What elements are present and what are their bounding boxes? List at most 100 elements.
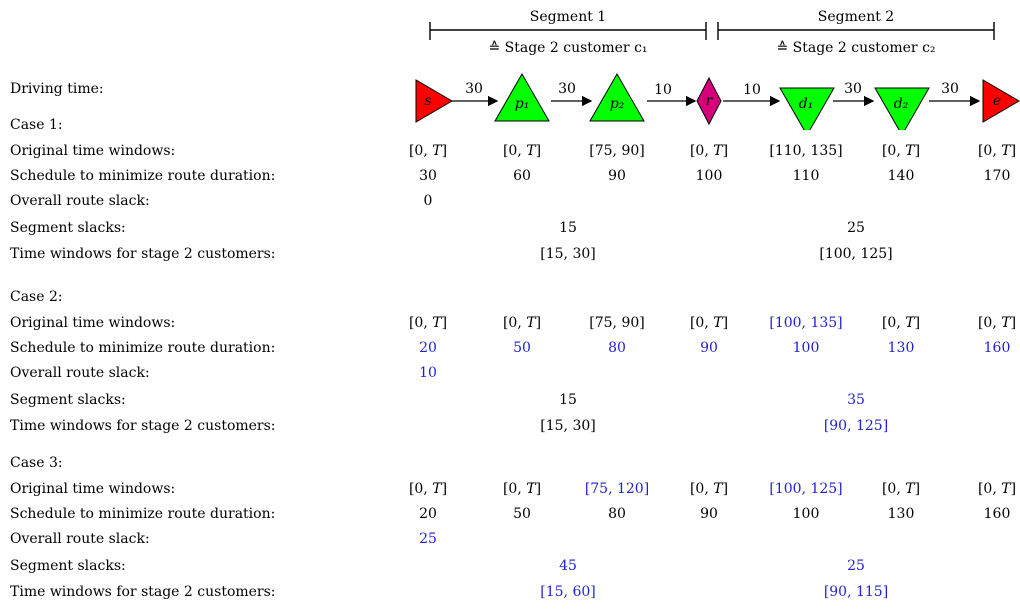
case-2-sched-label: Schedule to minimize route duration: [10,340,276,356]
edge-label-r-d1: 10 [743,82,761,98]
case-3-seg-label: Segment slacks: [10,558,126,574]
node-label-d1: d₁ [798,96,814,112]
case-1-sched-cell: 170 [983,168,1011,184]
case-2-tw-label: Original time windows: [10,315,176,331]
case-1-stage2-label: Time windows for stage 2 customers: [10,246,276,262]
case-3-overall-label: Overall route slack: [10,531,150,547]
edge-label-d2-e: 30 [941,81,959,97]
segment-2-bracket [717,22,995,40]
case-1-tw-cell: [0, T] [977,143,1017,159]
route-diagram [415,22,1020,130]
node-s [415,79,453,123]
segment-2-subtitle: ≙ Stage 2 customer c₂ [776,40,936,56]
case-3-tw-cell: [75, 120] [584,481,650,497]
case-2-sched-cell: 160 [983,340,1011,356]
case-2-tw-cell: [0, T] [502,315,542,331]
case-2-stage2-window-2: [90, 125] [823,418,889,434]
case-2-tw-cell: [75, 90] [589,315,645,331]
node-e [982,79,1020,123]
case-1-sched-cell: 140 [887,168,915,184]
node-label-p2: p₂ [609,96,625,112]
case-3-sched-label: Schedule to minimize route duration: [10,506,276,522]
case-2-tw-cell: [100, 135] [769,315,843,331]
edge-label-p1-p2: 30 [558,81,576,97]
edge-label-s-p1: 30 [465,81,483,97]
segment-1-bracket [429,22,707,40]
case-2-tw-cell: [0, T] [689,315,729,331]
case-1-sched-label: Schedule to minimize route duration: [10,168,276,184]
case-1-sched-cell: 90 [608,168,626,184]
case-3-title: Case 3: [10,455,63,471]
case-3-tw-cell: [0, T] [502,481,542,497]
case-1-tw-label: Original time windows: [10,143,176,159]
case-3-stage2-window-2: [90, 115] [823,584,889,600]
case-1-tw-cell: [75, 90] [589,143,645,159]
case-2-sched-cell: 100 [792,340,820,356]
case-1-tw-cell: [0, T] [881,143,921,159]
case-2-sched-cell: 90 [700,340,718,356]
case-3-sched-cell: 160 [983,506,1011,522]
case-3-tw-cell: [100, 125] [769,481,843,497]
case-1-tw-cell: [110, 135] [769,143,843,159]
case-3-tw-cell: [0, T] [408,481,448,497]
case-3-sched-cell: 50 [513,506,531,522]
case-3-sched-cell: 100 [792,506,820,522]
node-label-r: r [705,93,713,109]
case-2-tw-cell: [0, T] [977,315,1017,331]
case-3-tw-label: Original time windows: [10,481,176,497]
case-3-sched-cell: 80 [608,506,626,522]
edge-label-d1-d2: 30 [844,81,862,97]
segment-1-subtitle: ≙ Stage 2 customer c₁ [488,40,648,56]
case-1-tw-cell: [0, T] [502,143,542,159]
segment-2-title: Segment 2 [817,9,895,25]
case-1-overall-label: Overall route slack: [10,193,150,209]
node-p1 [494,72,550,122]
case-1-sched-cell: 110 [792,168,820,184]
case-3-sched-cell: 130 [887,506,915,522]
case-3-stage2-window-1: [15, 60] [540,584,596,600]
case-2-title: Case 2: [10,289,63,305]
case-1-sched-cell: 30 [419,168,437,184]
case-2-overall-value: 10 [419,365,437,381]
case-1-seg-slack-1: 15 [559,220,577,236]
case-2-tw-cell: [0, T] [408,315,448,331]
node-label-d2: d₂ [893,96,909,112]
node-p2 [589,72,645,122]
case-2-sched-cell: 50 [513,340,531,356]
case-2-sched-cell: 20 [419,340,437,356]
case-2-sched-cell: 80 [608,340,626,356]
case-2-stage2-label: Time windows for stage 2 customers: [10,418,276,434]
node-r [696,76,722,126]
node-label-e: e [992,93,1002,109]
node-label-s: s [424,93,432,109]
case-2-seg-slack-1: 15 [559,392,577,408]
case-2-overall-label: Overall route slack: [10,365,150,381]
case-3-seg-slack-2: 25 [847,558,865,574]
edge-label-p2-r: 10 [654,82,672,98]
case-3-sched-cell: 20 [419,506,437,522]
case-2-seg-label: Segment slacks: [10,392,126,408]
case-3-stage2-label: Time windows for stage 2 customers: [10,584,276,600]
case-1-sched-cell: 60 [513,168,531,184]
case-1-tw-cell: [0, T] [408,143,448,159]
case-3-tw-cell: [0, T] [881,481,921,497]
case-1-stage2-window-1: [15, 30] [540,246,596,262]
case-2-sched-cell: 130 [887,340,915,356]
case-1-tw-cell: [0, T] [689,143,729,159]
driving-time-label: Driving time: [10,81,104,97]
case-3-tw-cell: [0, T] [977,481,1017,497]
case-1-stage2-window-2: [100, 125] [819,246,893,262]
node-d2 [874,87,930,130]
case-3-sched-cell: 90 [700,506,718,522]
case-1-seg-label: Segment slacks: [10,220,126,236]
segment-1-title: Segment 1 [529,9,607,25]
case-3-overall-value: 25 [419,531,437,547]
case-1-sched-cell: 100 [695,168,723,184]
case-2-stage2-window-1: [15, 30] [540,418,596,434]
case-3-tw-cell: [0, T] [689,481,729,497]
case-1-seg-slack-2: 25 [847,220,865,236]
case-2-tw-cell: [0, T] [881,315,921,331]
case-2-seg-slack-2: 35 [847,392,865,408]
case-1-title: Case 1: [10,117,63,133]
case-1-overall-value: 0 [423,193,433,209]
